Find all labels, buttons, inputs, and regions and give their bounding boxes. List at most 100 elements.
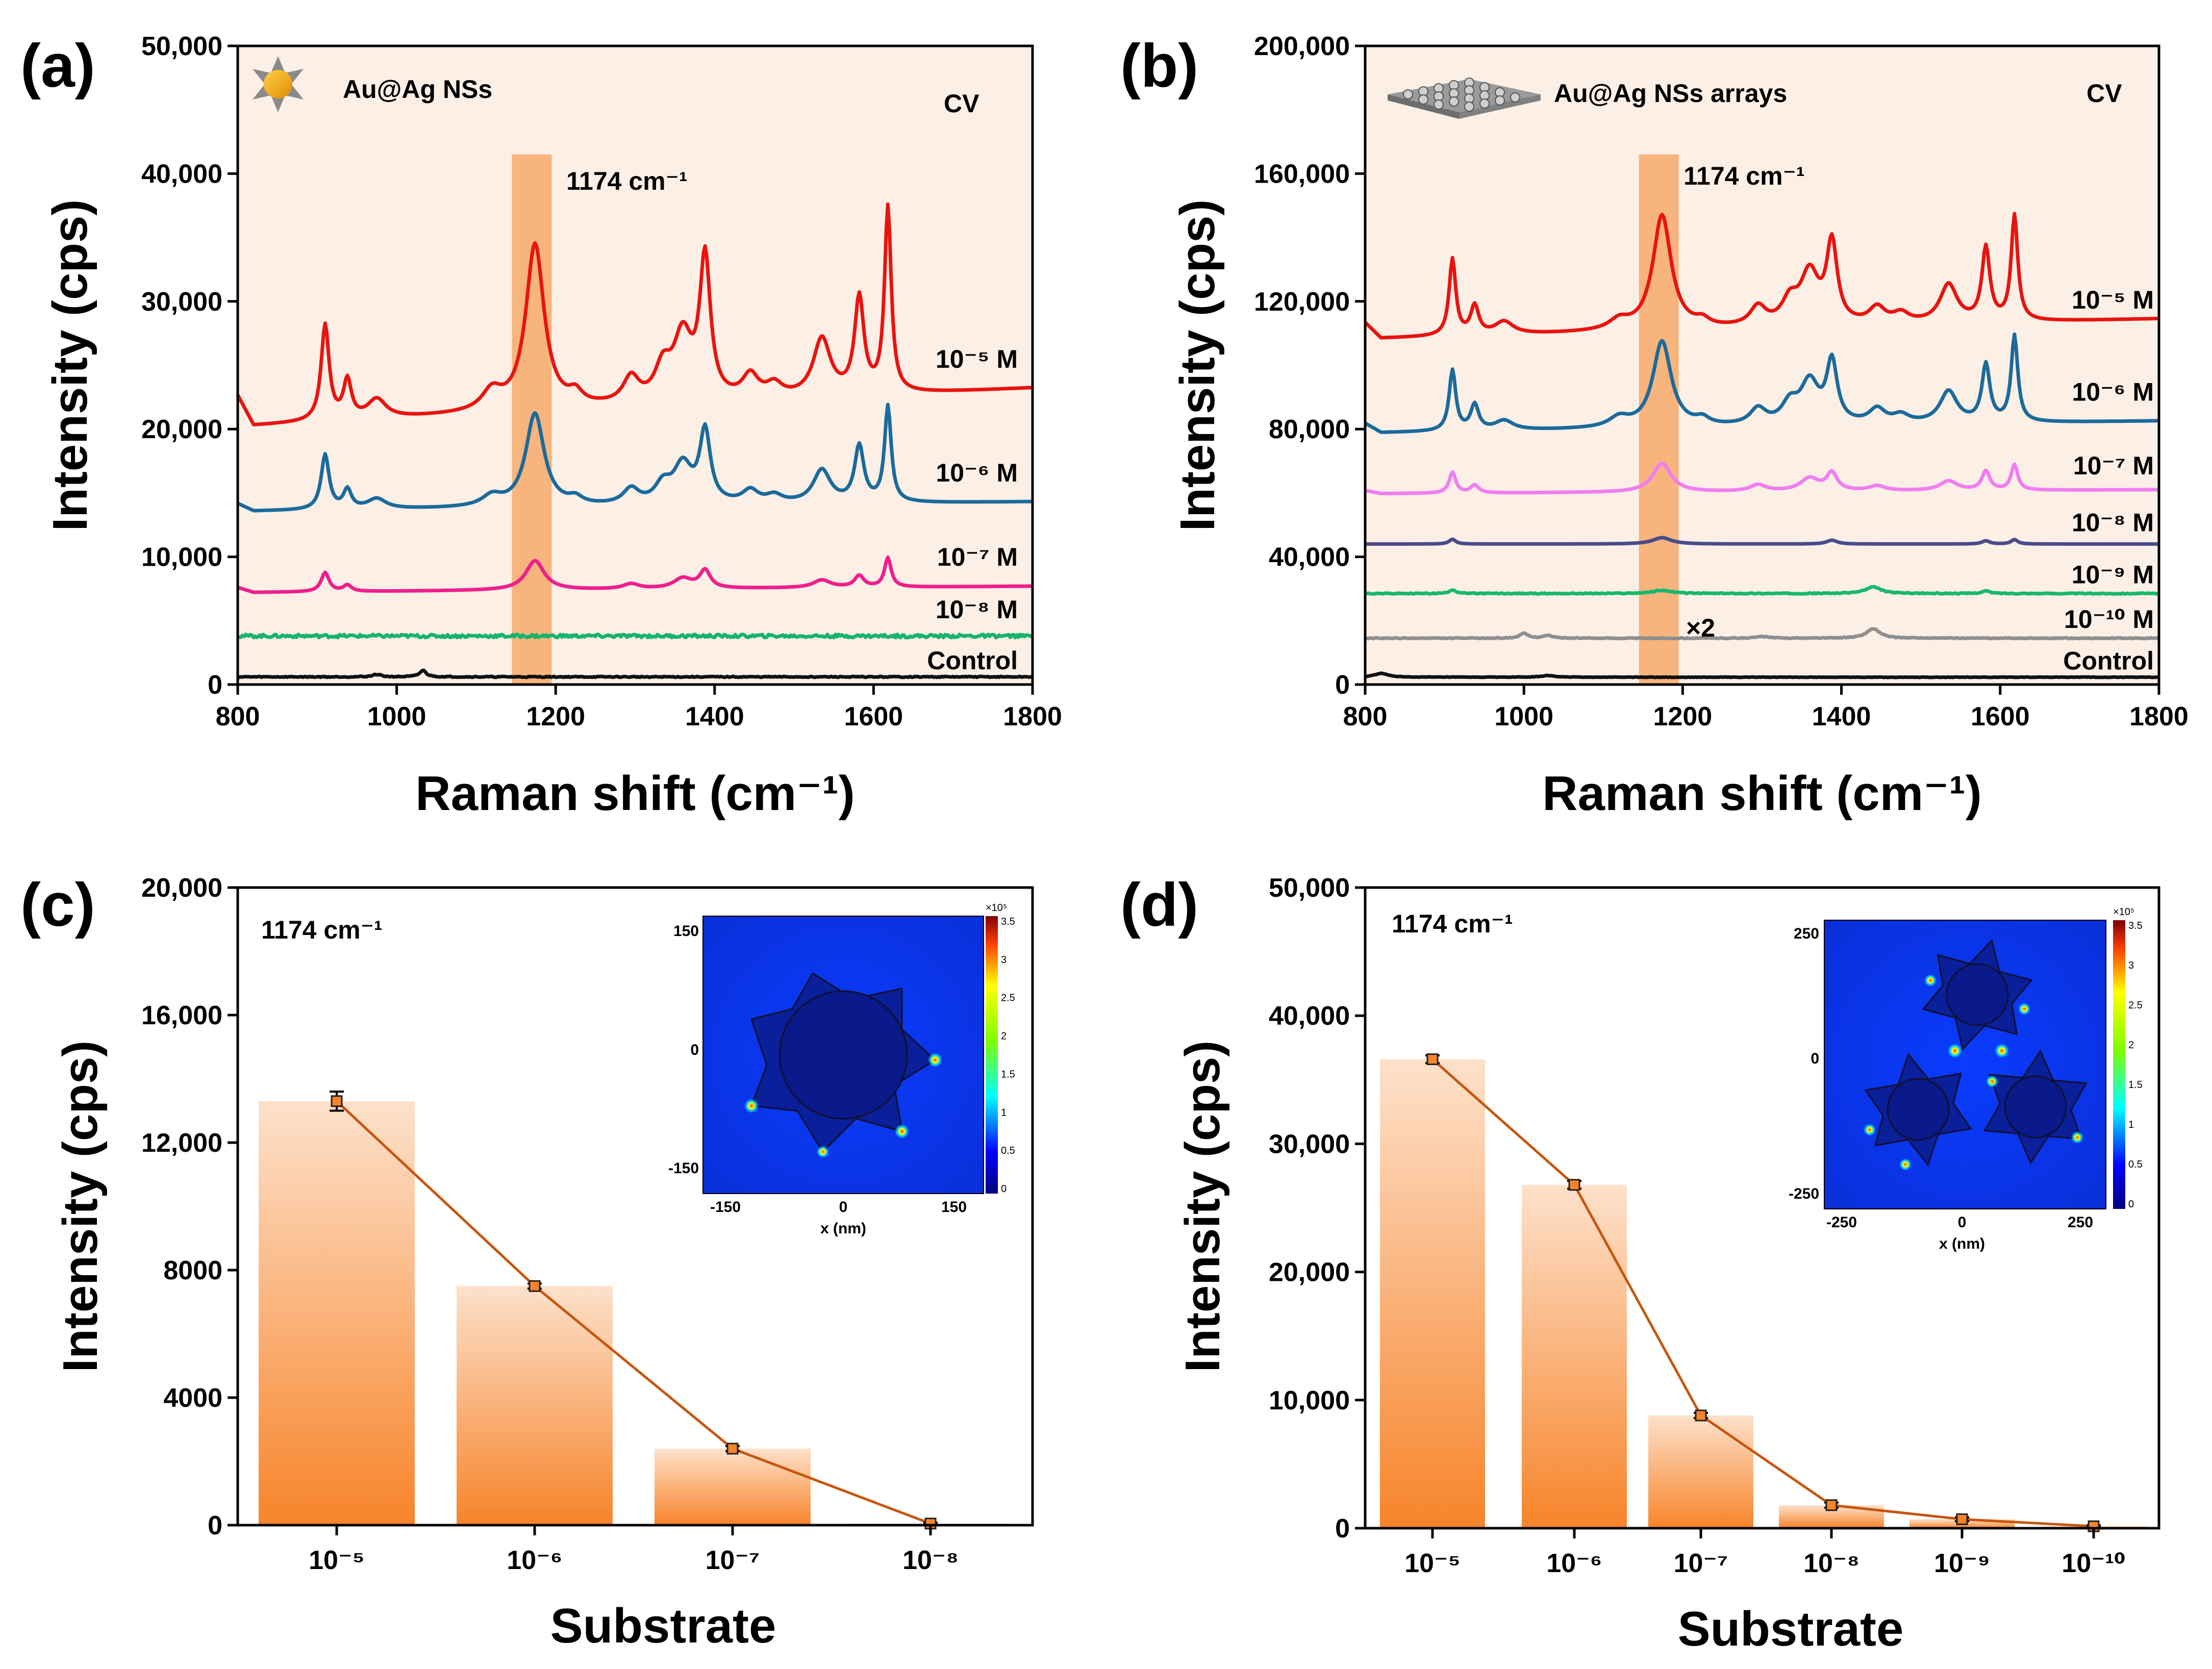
y-tick-label-d-4: 40,000: [1269, 1001, 1350, 1031]
point-marker-c-0: [331, 1095, 343, 1107]
spectrum-b-2: [1365, 461, 2159, 495]
panel-c: (c) 10⁻⁵ 10⁻⁶ 10⁻⁷ 10⁻⁸ 0 4000 8000 12,000 16,0…: [20, 871, 1034, 1653]
field-map-inset-c: ×10⁵ 3.532.521.510.50 150 0 -150 -150 0 …: [668, 902, 1015, 1237]
panel-d: (d) 10⁻⁵ 10⁻⁶ 10⁻⁷ 10⁻⁸ 10⁻⁹ 10⁻¹⁰ 0 10,000 20,…: [1120, 871, 2160, 1656]
series-label-b-4: 10⁻⁹ M: [2072, 561, 2154, 589]
inset-xtick-d-2: 250: [2068, 1214, 2093, 1231]
spectrum-b-0: [1364, 212, 2159, 340]
y-tick-label-b-5: 200,000: [1254, 32, 1350, 61]
x-ticks-b: 800 1000 1200 1400 1600 1800: [1343, 685, 2189, 731]
x-ticks-a: 800 1000 1200 1400 1600 1800: [216, 685, 1062, 731]
y-tick-label-a-2: 20,000: [141, 415, 222, 444]
y-tick-label-c-4: 16,000: [141, 1001, 222, 1030]
spectrum-a-1: [237, 402, 1033, 513]
y-ticks-b: 0 40,000 80,000 120,000 160,000 200,000: [1254, 32, 1365, 700]
y-tick-label-d-2: 20,000: [1269, 1258, 1350, 1287]
x-axis-title-d: Substrate: [1678, 1602, 1904, 1656]
y-ticks-c: 0 4000 8000 12,000 16,000 20,000: [141, 873, 238, 1540]
series-label-a-0: 10⁻⁵ M: [936, 345, 1018, 373]
plot-frame-c: [236, 886, 1034, 1527]
spectrum-b-6: [1365, 671, 2159, 679]
colorbar-tick-c-3: 2: [1001, 1031, 1007, 1042]
panel-letter-a: (a): [20, 32, 95, 100]
y-tick-label-c-3: 12,000: [141, 1128, 222, 1158]
y-tick-label-a-1: 10,000: [141, 543, 222, 572]
x-axis-title-b: Raman shift (cm⁻¹): [1542, 766, 1981, 821]
x-tick-label-d-3: 10⁻⁸: [1803, 1549, 1859, 1578]
colorbar-tick-c-2: 2.5: [1001, 993, 1015, 1004]
plot-frame-b: [1364, 44, 2160, 686]
x-tick-label-a-2: 1200: [526, 702, 585, 731]
series-label-a-4: Control: [927, 646, 1018, 675]
colorbar-ticks-d: 3.5 3 2.5 2 1.5 1 0.5 0: [2128, 920, 2143, 1210]
x-tick-label-a-3: 1400: [685, 702, 744, 731]
panel-letter-b: (b): [1120, 32, 1198, 100]
inset-ytick-c-0: 150: [673, 923, 699, 940]
colorbar-ticks-c: 3.5 3 2.5 2 1.5 1 0.5 0: [1001, 916, 1015, 1195]
inset-xtick-c-2: 150: [941, 1199, 967, 1216]
peak-band-b: [1639, 154, 1679, 685]
y-tick-label-c-2: 8000: [163, 1256, 222, 1285]
colorbar-exp-d: ×10⁵: [2113, 906, 2134, 918]
y-tick-label-c-0: 0: [208, 1511, 222, 1540]
y-tick-label-b-4: 160,000: [1254, 159, 1350, 189]
x-tick-label-a-5: 1800: [1003, 702, 1062, 731]
colorbar-tick-d-5: 1: [2128, 1119, 2134, 1130]
x-axis-title-a: Raman shift (cm⁻¹): [415, 766, 854, 821]
x-tick-label-d-2: 10⁻⁷: [1674, 1549, 1728, 1578]
cv-label-b: CV: [2087, 79, 2122, 108]
series-label-b-0: 10⁻⁵ M: [2072, 286, 2154, 314]
series-labels-a: 10⁻⁵ M 10⁻⁶ M 10⁻⁷ M 10⁻⁸ M Control: [927, 345, 1018, 675]
x-tick-label-a-4: 1600: [844, 702, 903, 731]
series-labels-b: 10⁻⁵ M 10⁻⁶ M 10⁻⁷ M 10⁻⁸ M 10⁻⁹ M 10⁻¹⁰ M Con…: [2063, 286, 2154, 675]
x-tick-label-a-0: 800: [216, 702, 260, 731]
y-tick-label-c-5: 20,000: [141, 873, 222, 903]
y-tick-label-a-4: 40,000: [141, 159, 222, 189]
y-tick-label-b-1: 40,000: [1269, 543, 1350, 572]
colorbar-tick-c-5: 1: [1001, 1107, 1007, 1118]
cv-label-a: CV: [944, 89, 979, 118]
plot-area-a: [238, 46, 1033, 685]
point-marker-d-3: [1825, 1499, 1838, 1511]
colorbar-exp-c: ×10⁵: [986, 902, 1007, 914]
series-label-b-6: Control: [2063, 647, 2154, 675]
y-tick-label-c-1: 4000: [163, 1383, 222, 1413]
plot-frame-a: [236, 44, 1034, 686]
panel-letter-c: (c): [20, 871, 95, 939]
series-label-a-2: 10⁻⁷ M: [937, 543, 1018, 571]
peak-label-d: 1174 cm⁻¹: [1392, 909, 1513, 938]
nanostar-trimer-d: [1864, 939, 2088, 1171]
y-tick-label-b-3: 120,000: [1254, 287, 1350, 317]
spectrum-a-3: [237, 633, 1034, 640]
series-label-b-5: 10⁻¹⁰ M: [2064, 605, 2154, 634]
x-ticks-c: 10⁻⁵ 10⁻⁶ 10⁻⁷ 10⁻⁸: [309, 1525, 959, 1575]
series-label-a-3: 10⁻⁸ M: [936, 595, 1018, 624]
nanostar-icon: [253, 56, 304, 112]
x-tick-label-b-4: 1600: [1971, 702, 2030, 731]
peak-label-b: 1174 cm⁻¹: [1683, 162, 1805, 190]
panel-b: (b) 800 1000 1200 1400 1600 1800 0 40,000 80,00…: [1120, 32, 2189, 821]
inset-xtick-d-1: 0: [1958, 1214, 1967, 1231]
trend-line-c: [336, 1100, 931, 1525]
x-tick-label-d-5: 10⁻¹⁰: [2062, 1549, 2125, 1578]
array-substrate-icon: [1388, 78, 1541, 119]
spectrum-a-0: [236, 202, 1033, 426]
y-tick-label-d-0: 0: [1335, 1514, 1350, 1544]
colorbar-tick-c-0: 3.5: [1001, 916, 1015, 927]
x-tick-label-c-0: 10⁻⁵: [309, 1546, 365, 1575]
colorbar-tick-d-6: 0.5: [2128, 1159, 2143, 1170]
colorbar-tick-d-0: 3.5: [2128, 920, 2143, 931]
x-tick-label-b-0: 800: [1343, 702, 1388, 731]
x-tick-label-b-5: 1800: [2129, 702, 2189, 731]
y-tick-label-d-3: 30,000: [1269, 1129, 1350, 1159]
y-tick-label-b-2: 80,000: [1269, 415, 1350, 444]
inset-ytick-d-2: -250: [1789, 1185, 1819, 1202]
inset-xtick-c-1: 0: [839, 1199, 848, 1216]
inset-xlabel-d: x (nm): [1939, 1235, 1985, 1252]
bar-c-0: [259, 1101, 415, 1525]
colorbar-tick-c-1: 3: [1001, 954, 1007, 966]
plot-frame-d: [1364, 886, 2160, 1530]
series-label-b-2: 10⁻⁷ M: [2073, 451, 2154, 480]
point-marker-c-1: [529, 1280, 541, 1292]
